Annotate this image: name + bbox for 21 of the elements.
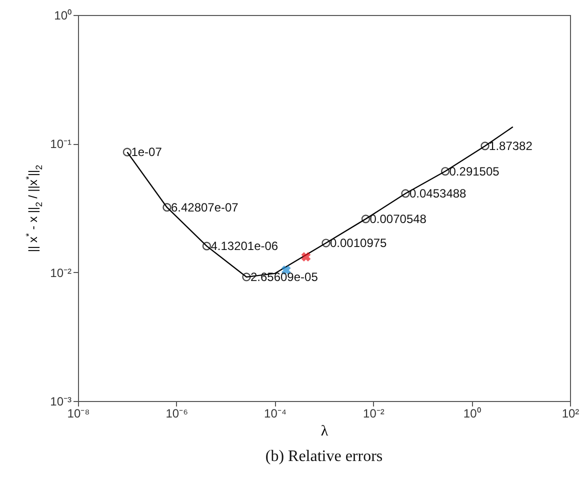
- annotation: 4.13201e-06: [210, 239, 278, 254]
- text: (b) Relative errors: [265, 448, 383, 465]
- x-tick-label: 10⁻⁶: [166, 406, 188, 420]
- x-axis-title: λ: [320, 424, 329, 440]
- y-tick-label: 10⁰: [54, 8, 72, 22]
- annotation: 1.87382: [489, 138, 533, 153]
- annotation: 6.42807e-07: [170, 200, 239, 214]
- y-tick-label: 10⁻³: [50, 394, 72, 408]
- x-tick-label: 10²: [562, 406, 580, 420]
- x-tick-label: 10⁻²: [363, 406, 384, 420]
- annotation: 0.0010975: [330, 236, 388, 250]
- y-tick-label: 10⁻²: [50, 266, 72, 280]
- annotation: 0.0070548: [370, 212, 427, 226]
- x-tick-label: 10⁻⁸: [67, 406, 90, 420]
- annotation: 1e-07: [131, 145, 162, 160]
- annotation: 0.0453488: [410, 186, 467, 200]
- y-tick-label: 10⁻¹: [50, 137, 72, 152]
- annotation: 2.65609e-05: [250, 270, 318, 284]
- x-tick-label: 10⁰: [463, 406, 481, 420]
- annotation: 0.291505: [449, 164, 500, 178]
- x-tick-label: 10⁻⁴: [264, 406, 287, 420]
